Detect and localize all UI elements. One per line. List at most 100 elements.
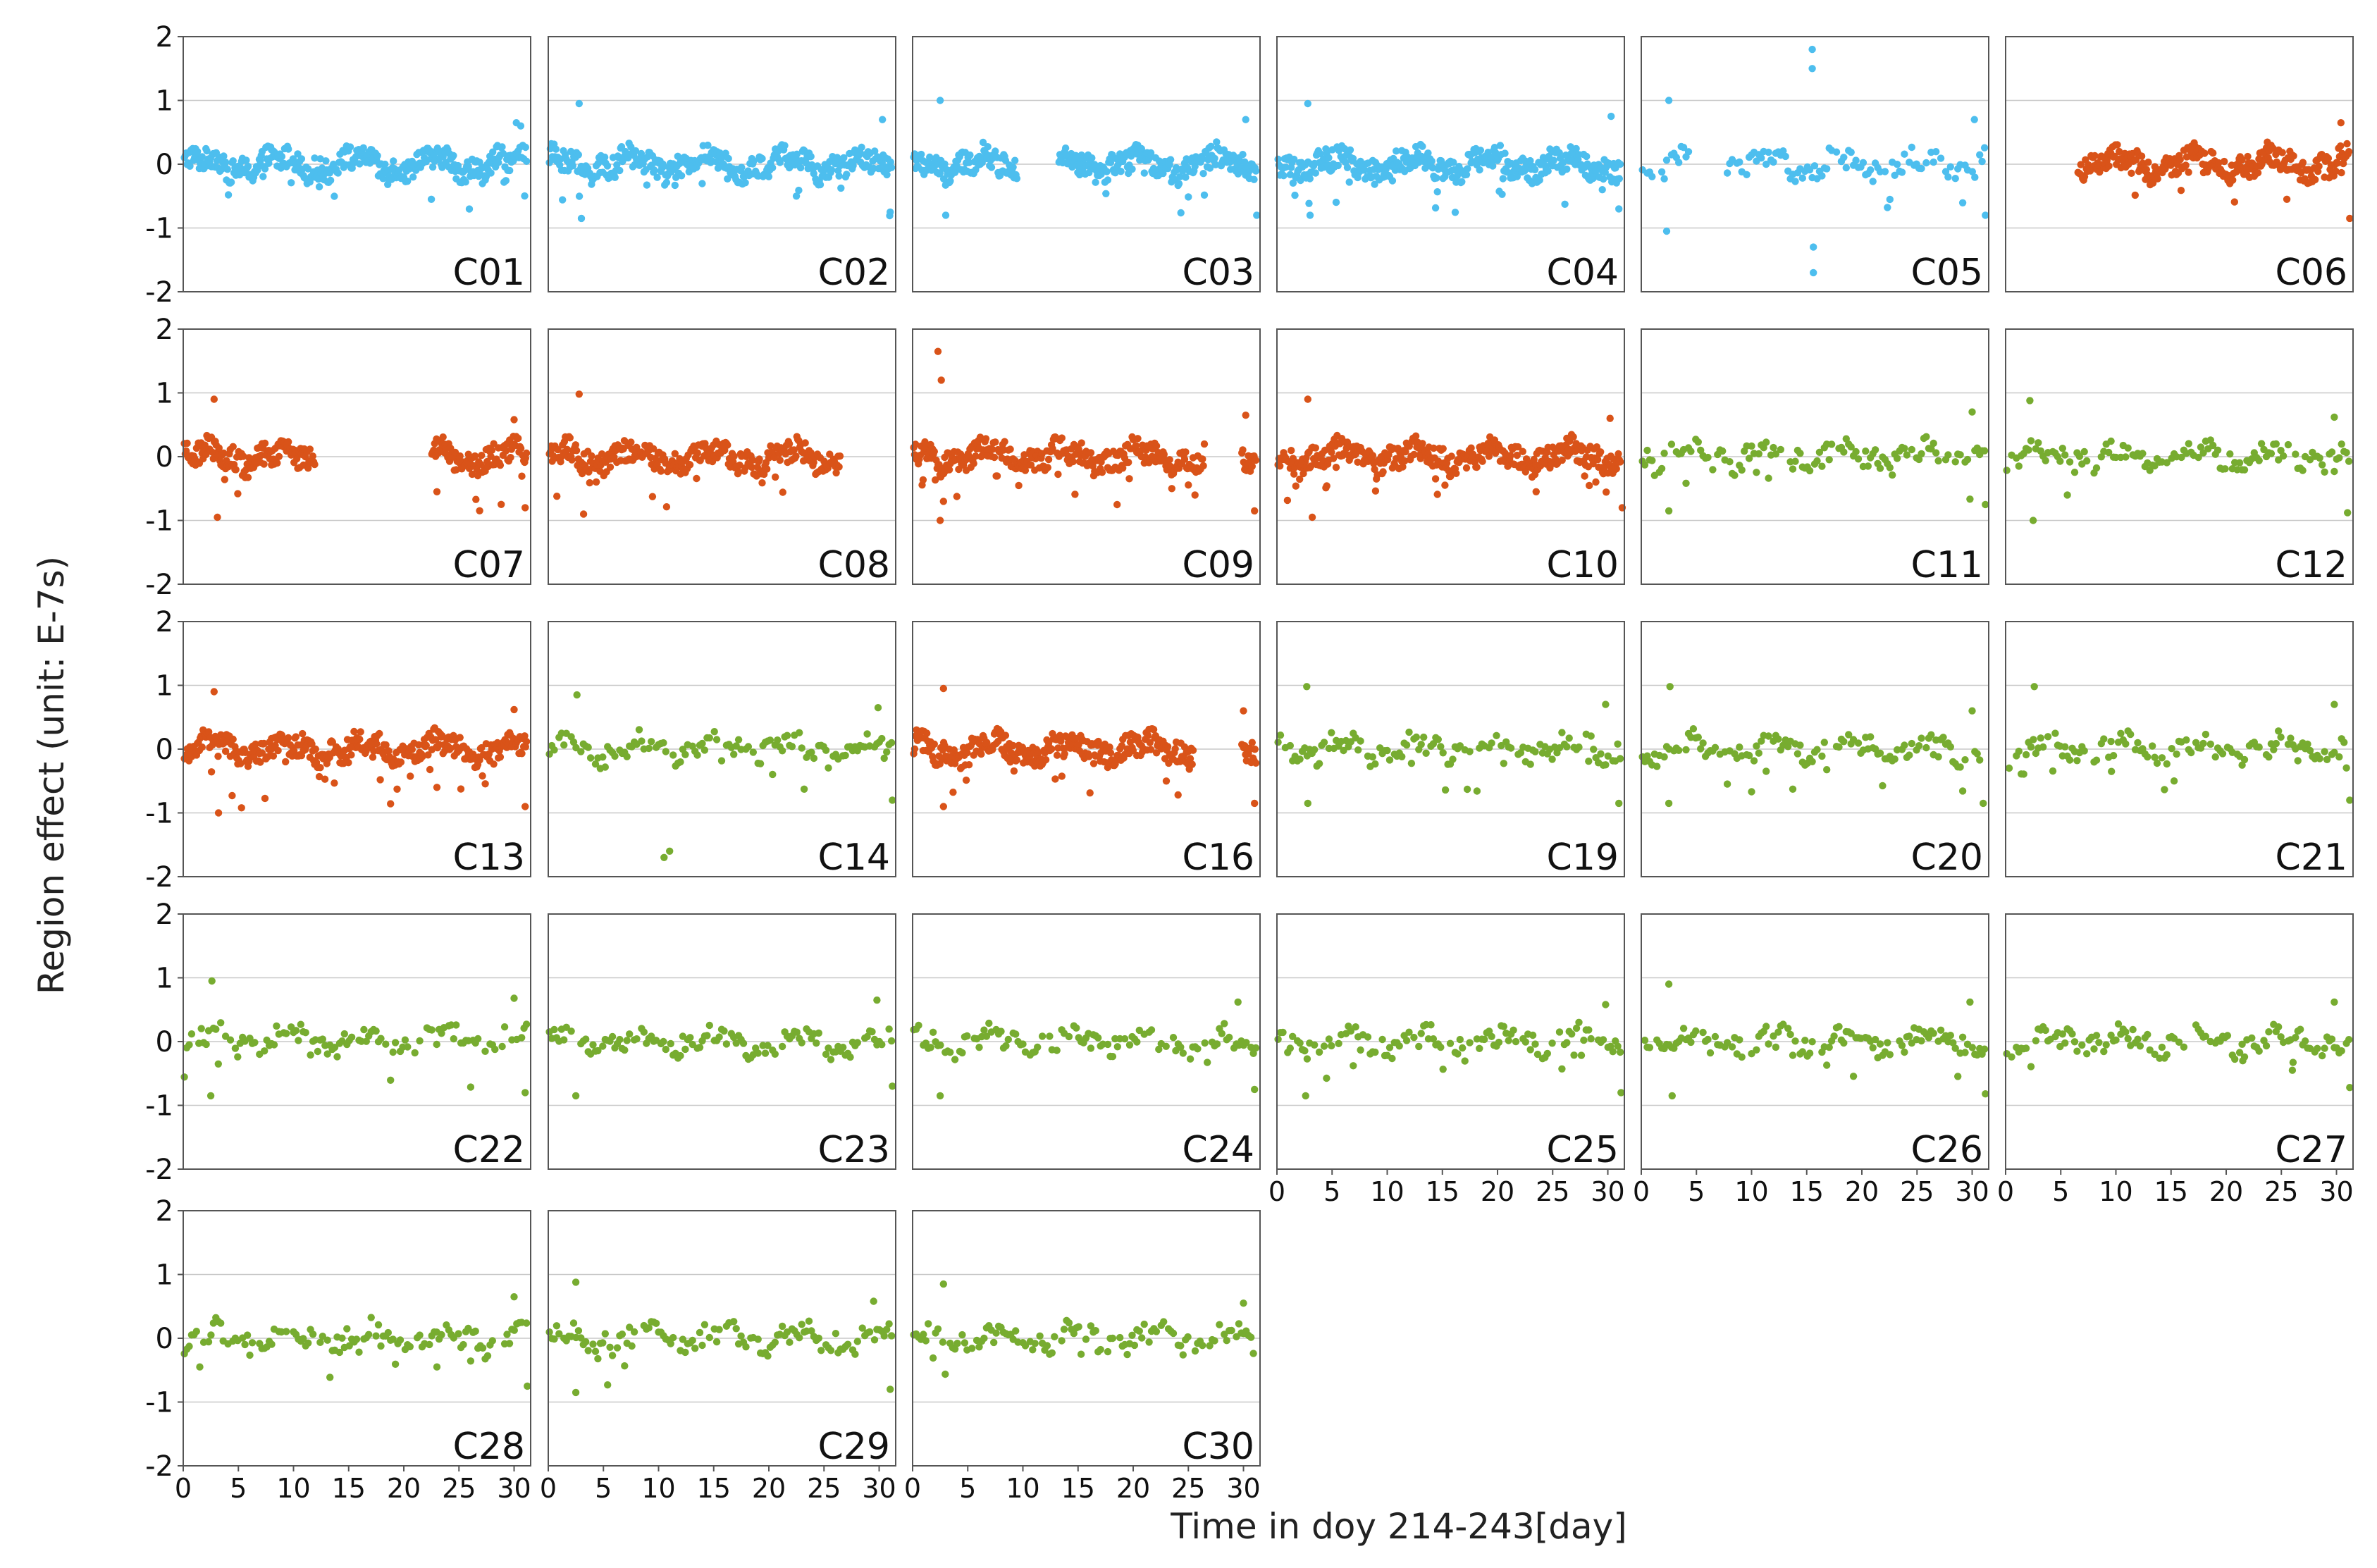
- data-point: [1437, 743, 1445, 751]
- data-point: [795, 186, 803, 195]
- data-point: [1402, 741, 1411, 749]
- data-point: [1001, 731, 1010, 739]
- data-point: [2005, 764, 2013, 772]
- data-point: [1306, 175, 1314, 183]
- data-point: [2338, 440, 2345, 448]
- data-point: [1010, 767, 1018, 775]
- data-point: [1823, 766, 1831, 774]
- data-point: [1567, 143, 1574, 151]
- data-point: [1852, 156, 1860, 164]
- data-point: [212, 1025, 220, 1033]
- data-point: [307, 1051, 314, 1059]
- data-point: [2342, 764, 2350, 772]
- data-point: [1657, 168, 1666, 176]
- data-point: [1615, 175, 1623, 183]
- data-point: [1840, 154, 1848, 161]
- data-point: [744, 743, 753, 751]
- data-point: [1548, 755, 1556, 763]
- data-point: [457, 785, 465, 793]
- data-point: [1583, 152, 1591, 161]
- data-point: [517, 122, 525, 130]
- data-point: [2226, 450, 2234, 458]
- data-point: [825, 764, 832, 772]
- data-point: [261, 439, 269, 447]
- points-C09: [910, 347, 1260, 524]
- data-point: [393, 785, 401, 794]
- data-point: [557, 155, 564, 163]
- data-point: [677, 758, 684, 766]
- data-point: [1532, 488, 1540, 495]
- data-point: [2168, 745, 2175, 753]
- data-point: [1719, 447, 1727, 455]
- y-tick-label: 2: [156, 899, 173, 931]
- data-point: [758, 154, 766, 163]
- data-point: [481, 780, 489, 788]
- data-point: [1117, 168, 1125, 175]
- data-point: [234, 1053, 242, 1061]
- data-point: [1311, 746, 1319, 754]
- data-point: [889, 1082, 896, 1090]
- panel-frame: [548, 36, 896, 292]
- data-point: [987, 163, 996, 171]
- panel-label: C20: [1911, 837, 1983, 879]
- data-point: [1207, 142, 1215, 150]
- data-point: [1563, 743, 1571, 751]
- data-point: [559, 196, 567, 204]
- panel-label: C04: [1547, 252, 1619, 294]
- data-point: [560, 741, 568, 749]
- data-point: [666, 847, 674, 856]
- data-point: [2324, 154, 2333, 162]
- data-point: [185, 1041, 193, 1049]
- data-point: [226, 1036, 235, 1044]
- data-point: [426, 765, 434, 774]
- data-point: [210, 395, 218, 403]
- data-point: [2240, 466, 2249, 474]
- data-point: [2163, 760, 2171, 768]
- data-point: [1982, 500, 1989, 509]
- data-point: [613, 161, 621, 169]
- data-point: [1042, 755, 1050, 764]
- data-point: [1666, 683, 1674, 691]
- data-point: [887, 163, 896, 171]
- panel-label: C01: [453, 252, 525, 294]
- data-point: [1665, 799, 1673, 808]
- data-point: [2311, 175, 2319, 184]
- panel-label: C11: [1911, 544, 1983, 586]
- data-point: [681, 751, 689, 759]
- data-point: [1798, 174, 1806, 182]
- data-point: [346, 143, 354, 151]
- data-point: [381, 160, 389, 168]
- data-point: [601, 763, 609, 771]
- data-point: [827, 1056, 835, 1063]
- data-point: [1379, 468, 1387, 476]
- data-point: [1748, 442, 1755, 450]
- data-point: [221, 476, 228, 483]
- data-point: [2316, 755, 2323, 763]
- data-point: [1311, 169, 1320, 177]
- data-point: [2105, 162, 2113, 170]
- data-point: [498, 1042, 506, 1051]
- data-point: [518, 472, 526, 480]
- data-point: [377, 1035, 385, 1042]
- data-point: [1922, 159, 1930, 167]
- panel-label: C16: [1183, 837, 1254, 879]
- data-point: [1086, 789, 1094, 797]
- data-point: [270, 1041, 278, 1049]
- data-point: [730, 751, 738, 758]
- data-point: [1736, 158, 1743, 166]
- data-point: [1500, 760, 1507, 767]
- data-point: [1939, 734, 1947, 741]
- data-point: [331, 779, 338, 787]
- data-point: [1004, 1035, 1013, 1044]
- data-point: [1519, 447, 1526, 455]
- y-tick-label: -1: [145, 798, 173, 830]
- y-tick-label: 1: [156, 85, 173, 118]
- data-point: [2113, 141, 2121, 149]
- data-point: [1058, 434, 1066, 442]
- data-point: [2020, 770, 2027, 778]
- data-point: [450, 152, 457, 159]
- data-point: [1572, 144, 1580, 153]
- data-point: [510, 705, 518, 714]
- data-point: [693, 474, 700, 483]
- data-point: [1499, 175, 1507, 183]
